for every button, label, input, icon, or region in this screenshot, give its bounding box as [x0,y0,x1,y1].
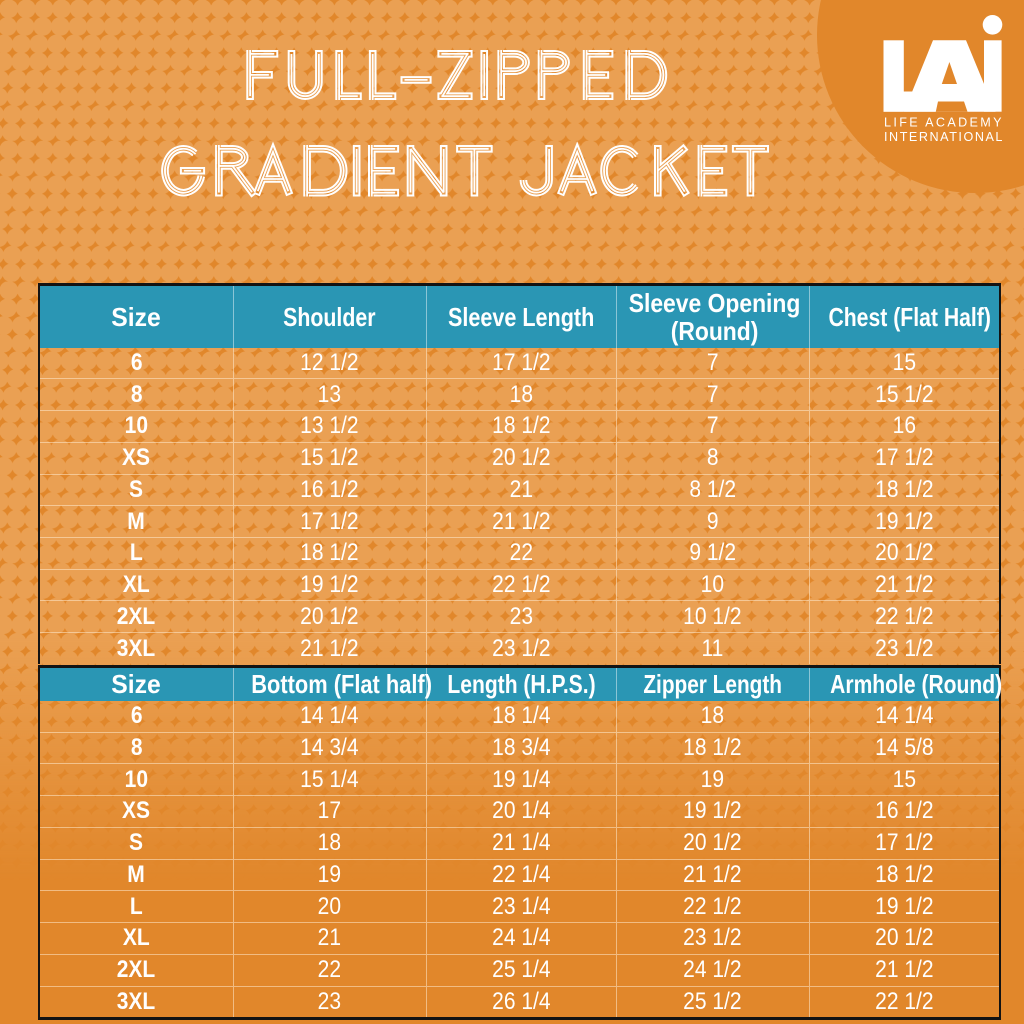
svg-text:LIFE ACADEMY: LIFE ACADEMY [884,115,1004,129]
svg-text:INTERNATIONAL: INTERNATIONAL [884,130,1004,144]
